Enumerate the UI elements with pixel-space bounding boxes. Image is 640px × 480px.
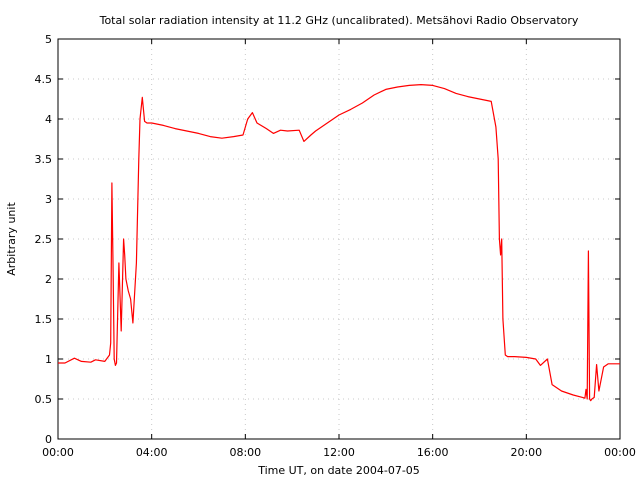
y-tick-label: 4.5 [35,73,53,86]
y-tick-label: 3.5 [35,153,53,166]
x-tick-label: 20:00 [510,446,542,459]
x-tick-label: 00:00 [604,446,636,459]
series-layer [58,83,620,402]
y-tick-label: 0 [45,433,52,446]
y-tick-label: 2 [45,273,52,286]
x-tick-label: 04:00 [136,446,168,459]
x-tick-label: 16:00 [417,446,449,459]
axis-ticks: 0 0.5 1 1.5 2 2.5 3 3.5 4 4.5 5 00:00 04:00 08:00 12:0… [35,33,636,459]
y-axis-label: Arbitrary unit [5,202,18,276]
x-tick-label: 12:00 [323,446,355,459]
y-tick-label: 2.5 [35,233,53,246]
x-tick-label: 08:00 [229,446,261,459]
chart-title: Total solar radiation intensity at 11.2 … [99,14,579,27]
grid [58,39,620,439]
x-tick-label: 00:00 [42,446,74,459]
y-tick-label: 4 [45,113,52,126]
y-tick-label: 1.5 [35,313,53,326]
y-tick-label: 1 [45,353,52,366]
x-axis-label: Time UT, on date 2004-07-05 [257,464,420,477]
y-tick-label: 5 [45,33,52,46]
series-line [58,83,620,402]
y-tick-label: 0.5 [35,393,53,406]
y-tick-label: 3 [45,193,52,206]
